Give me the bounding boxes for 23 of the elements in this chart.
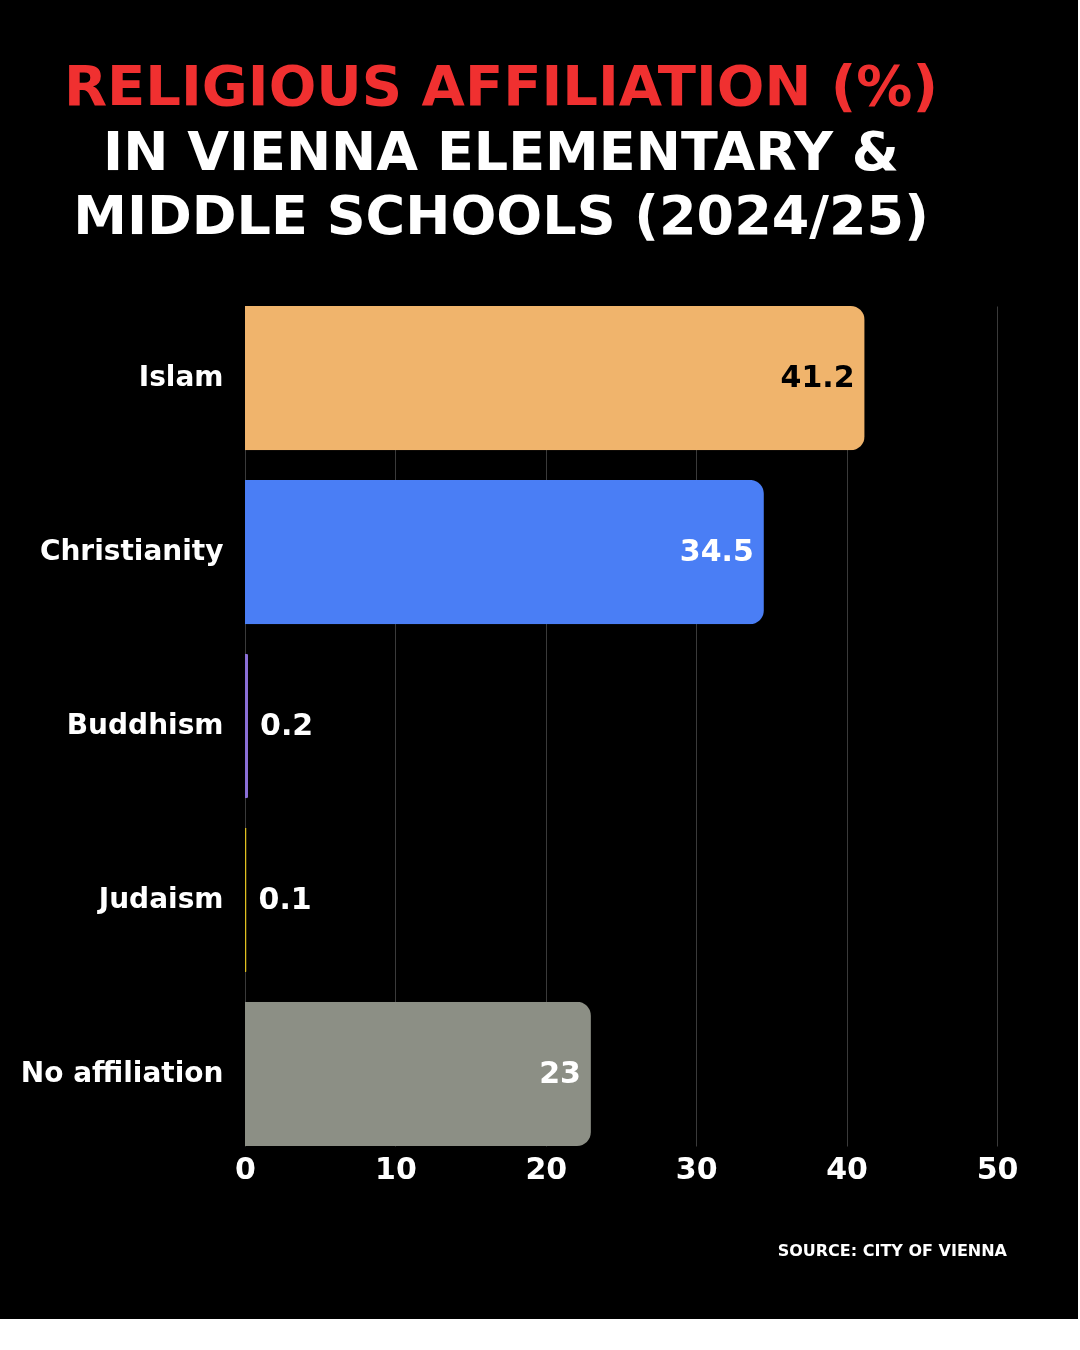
y-tick-label: No affiliation	[20, 1055, 224, 1089]
data-label: 34.5	[679, 533, 754, 569]
data-label: 0.2	[260, 707, 314, 742]
y-tick-label: Judaism	[96, 881, 224, 915]
source-note: SOURCE: CITY OF VIENNA	[777, 1241, 1008, 1260]
x-tick-label: 0	[235, 1150, 256, 1186]
chart-subtitle: IN VIENNA ELEMENTARY & MIDDLE SCHOOLS (2024/25)	[73, 120, 929, 247]
x-tick-label: 40	[826, 1150, 868, 1186]
x-tick-label: 10	[375, 1150, 417, 1186]
data-label: 41.2	[780, 359, 855, 395]
bar	[245, 653, 249, 799]
x-tick-label: 20	[525, 1150, 568, 1186]
y-tick-label: Christianity	[39, 534, 224, 568]
y-tick-label: Islam	[138, 360, 224, 394]
bar	[245, 1001, 591, 1146]
bar	[245, 479, 764, 625]
bar	[245, 306, 865, 451]
x-tick-label: 30	[675, 1150, 718, 1186]
chart-title: RELIGIOUS AFFILIATION (%)	[63, 53, 939, 118]
y-tick-label: Buddhism	[66, 708, 224, 741]
x-tick-label: 50	[976, 1150, 1019, 1186]
data-label: 0.1	[258, 880, 312, 916]
data-label: 23	[539, 1054, 581, 1090]
